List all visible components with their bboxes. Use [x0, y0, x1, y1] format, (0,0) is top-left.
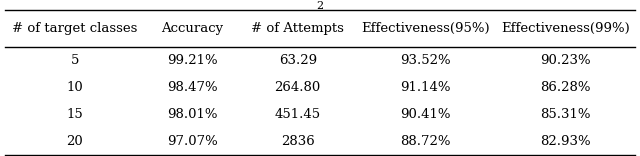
Text: 2: 2: [316, 1, 324, 11]
